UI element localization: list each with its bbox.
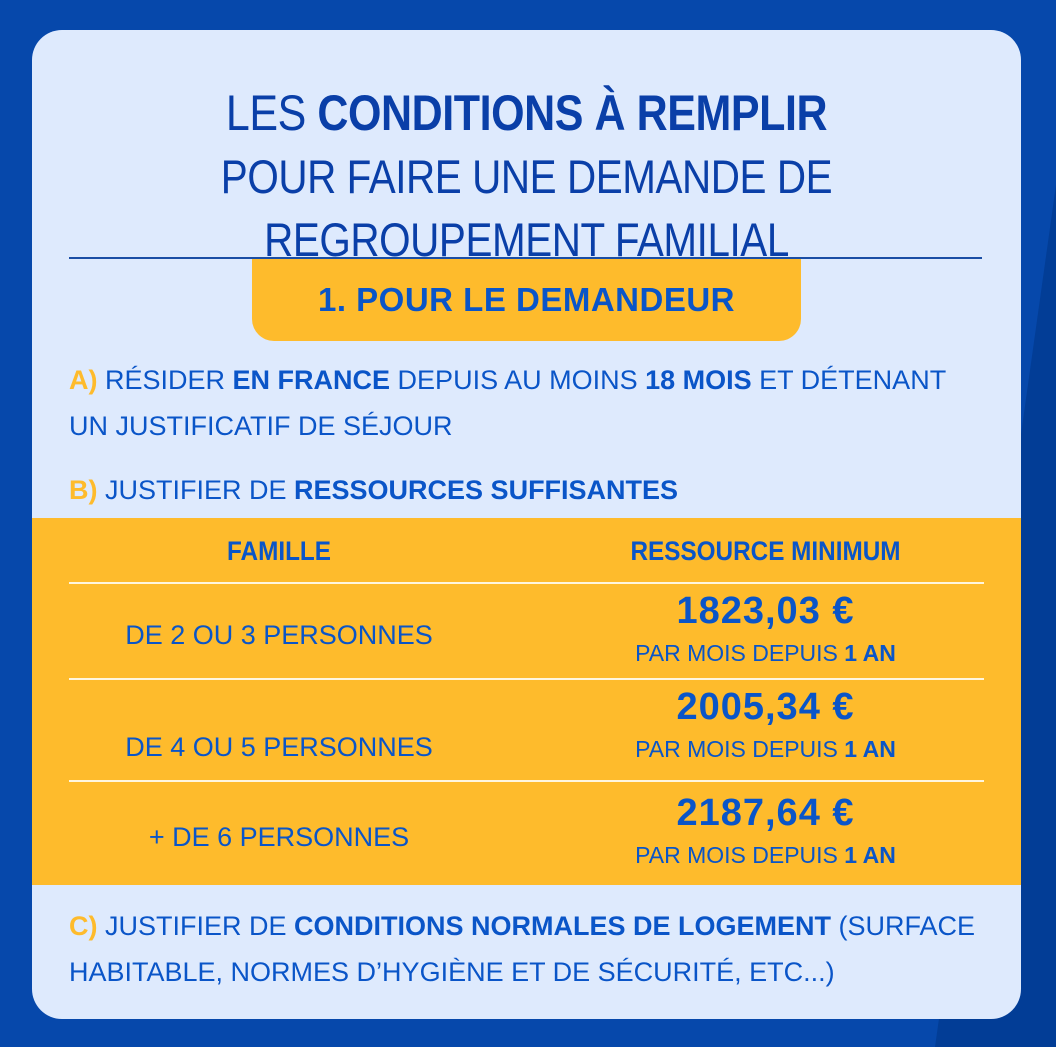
condition-c: C) JUSTIFIER DE CONDITIONS NORMALES DE L… [69,903,989,995]
condition-c-text-2: (SURFACE HABITABLE, NORMES D’HYGIÈNE ET … [69,911,976,987]
condition-a-text: RÉSIDER [97,365,233,395]
row-divider [69,678,984,680]
title-line-2: POUR FAIRE UNE DEMANDE DE [220,150,833,203]
period-duration: 1 AN [844,640,896,666]
condition-b-text: JUSTIFIER DE [97,475,295,505]
resources-table: FAMILLE RESSOURCE MINIMUM DE 2 OU 3 PERS… [32,518,1021,885]
table-header: FAMILLE RESSOURCE MINIMUM [69,518,984,582]
table-row: DE 2 OU 3 PERSONNES 1823,03 € PAR MOIS D… [69,584,984,678]
amount: 2005,34 € [676,686,855,728]
period: PAR MOIS DEPUIS 1 AN [549,736,982,763]
period-duration: 1 AN [844,736,896,762]
title-emphasis: CONDITIONS À REMPLIR [317,85,828,141]
condition-c-emphasis: CONDITIONS NORMALES DE LOGEMENT [294,911,832,941]
condition-b-marker: B) [69,475,98,505]
condition-a-text-2: DEPUIS AU MOINS [390,365,646,395]
condition-c-text: JUSTIFIER DE [97,911,295,941]
condition-a-emphasis-1: EN FRANCE [232,365,391,395]
condition-b: B) JUSTIFIER DE RESSOURCES SUFFISANTES [69,467,989,513]
title-prefix: LES [225,85,318,141]
period-text: PAR MOIS DEPUIS [635,842,845,868]
condition-b-emphasis: RESSOURCES SUFFISANTES [294,475,679,505]
condition-a-marker: A) [69,365,98,395]
row-divider [69,780,984,782]
table-row: + DE 6 PERSONNES 2187,64 € PAR MOIS DEPU… [69,782,984,885]
header-family: FAMILLE [227,536,331,566]
condition-a: A) RÉSIDER EN FRANCE DEPUIS AU MOINS 18 … [69,357,989,449]
section-tab-label: 1. POUR LE DEMANDEUR [317,281,736,318]
period: PAR MOIS DEPUIS 1 AN [549,640,982,667]
amount: 1823,03 € [676,590,855,632]
section-tab: 1. POUR LE DEMANDEUR [252,259,801,341]
condition-a-emphasis-2: 18 MOIS [645,365,752,395]
family-size: DE 4 OU 5 PERSONNES [125,732,433,762]
info-card: LES CONDITIONS À REMPLIR POUR FAIRE UNE … [32,30,1021,1019]
period-duration: 1 AN [844,842,896,868]
row-divider [69,582,984,584]
title-divider [69,257,982,259]
title-line-1: LES CONDITIONS À REMPLIR [101,82,952,145]
page-title: LES CONDITIONS À REMPLIR POUR FAIRE UNE … [101,82,952,271]
condition-c-marker: C) [69,911,98,941]
period-text: PAR MOIS DEPUIS [635,640,845,666]
header-min-resource: RESSOURCE MINIMUM [630,536,901,566]
condition-a-text-3: ET DÉTENANT UN JUSTIFICATIF DE SÉJOUR [69,365,946,441]
period-text: PAR MOIS DEPUIS [635,736,845,762]
period: PAR MOIS DEPUIS 1 AN [549,842,982,869]
amount: 2187,64 € [676,792,855,834]
table-row: DE 4 OU 5 PERSONNES 2005,34 € PAR MOIS D… [69,680,984,780]
family-size: DE 2 OU 3 PERSONNES [125,620,433,650]
family-size: + DE 6 PERSONNES [148,822,410,852]
